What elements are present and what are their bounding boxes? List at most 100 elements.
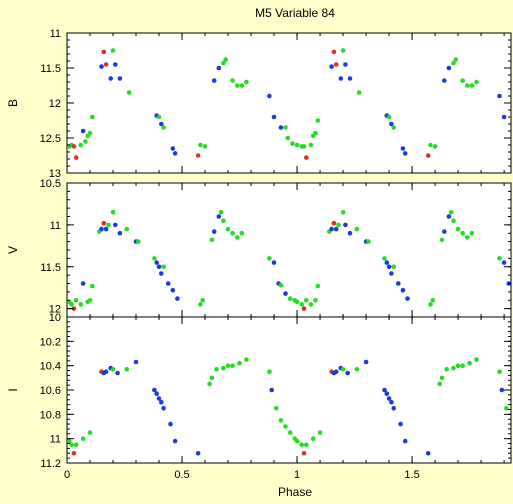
data-point <box>165 281 171 286</box>
data-point <box>154 391 159 397</box>
data-point <box>103 226 109 232</box>
panel-v: 10.5 11 11.5 12 V <box>6 178 512 318</box>
data-point <box>69 442 74 448</box>
y-tick-label: 11 <box>50 28 61 40</box>
data-point <box>110 210 116 215</box>
y-tick-label: 10.8 <box>40 409 61 421</box>
data-point <box>317 430 323 435</box>
y-tick-label: 11.5 <box>40 262 61 274</box>
data-point <box>124 367 130 372</box>
data-point <box>453 57 459 62</box>
data-point <box>216 65 222 71</box>
data-point <box>221 218 226 223</box>
data-point <box>333 62 339 67</box>
data-point <box>384 260 390 265</box>
data-point <box>230 230 235 236</box>
data-point <box>225 226 231 232</box>
data-point <box>73 155 79 160</box>
data-point <box>347 230 353 236</box>
data-point <box>389 121 394 127</box>
data-point <box>267 369 272 375</box>
panel-b: 11 11.5 12 12.5 13 B <box>6 28 512 180</box>
data-point <box>225 363 231 369</box>
data-point <box>389 271 394 276</box>
data-point <box>366 239 371 244</box>
y-tick-label: 10 <box>49 312 61 324</box>
data-point <box>354 226 360 232</box>
data-point <box>267 256 272 261</box>
data-point <box>69 302 74 307</box>
data-point <box>455 226 461 232</box>
data-point <box>103 369 109 375</box>
x-tick-label: 0 <box>64 469 70 481</box>
data-point <box>382 256 387 261</box>
data-point <box>290 141 295 146</box>
data-point <box>202 144 208 149</box>
data-point <box>159 271 164 276</box>
data-point <box>287 296 293 301</box>
data-point <box>474 79 479 85</box>
data-point <box>301 306 307 311</box>
y-tick-label: 12 <box>49 304 61 316</box>
data-point <box>400 287 406 293</box>
data-point <box>152 256 157 261</box>
data-point <box>391 125 397 130</box>
data-point <box>474 357 479 362</box>
data-point <box>207 381 212 387</box>
data-point <box>343 62 348 67</box>
data-point <box>315 283 321 289</box>
y-tick-label: 13 <box>49 168 61 180</box>
data-point <box>354 367 360 372</box>
data-point <box>455 363 461 369</box>
data-point <box>71 144 77 149</box>
data-point <box>269 387 275 393</box>
data-point <box>126 90 132 95</box>
data-point <box>497 256 502 261</box>
data-point <box>386 264 392 270</box>
data-point <box>172 151 178 156</box>
data-point <box>497 369 502 375</box>
data-point <box>101 220 107 226</box>
data-point <box>110 48 116 53</box>
data-point <box>402 438 408 444</box>
data-point <box>78 302 84 307</box>
data-point <box>211 78 217 83</box>
data-point <box>338 76 344 81</box>
data-point <box>315 118 321 123</box>
data-point <box>156 264 162 270</box>
data-point <box>499 387 505 393</box>
data-point <box>198 302 203 307</box>
data-point <box>237 360 242 366</box>
data-point <box>152 387 157 393</box>
y-tick-label: 10.2 <box>40 336 61 348</box>
data-point <box>283 291 288 296</box>
data-point <box>161 264 166 270</box>
data-point <box>214 367 219 372</box>
data-point <box>67 438 72 444</box>
data-point <box>405 296 410 301</box>
data-point <box>313 130 318 136</box>
data-point <box>442 229 447 234</box>
data-point <box>469 230 475 236</box>
data-point <box>331 49 337 55</box>
panel-i: 10 10.2 10.4 10.6 10.8 11 11.2 I <box>6 312 512 470</box>
data-point <box>83 139 88 144</box>
data-point <box>308 302 314 307</box>
data-point <box>448 210 454 215</box>
data-point <box>425 153 431 158</box>
data-point <box>239 83 245 88</box>
data-point <box>103 62 109 67</box>
data-point <box>285 135 291 141</box>
y-tick-label: 11.2 <box>40 458 61 470</box>
data-point <box>301 451 307 456</box>
data-point <box>106 222 111 228</box>
data-point <box>230 78 235 83</box>
data-point <box>439 237 445 243</box>
data-point <box>283 424 288 429</box>
plot-area <box>66 32 512 174</box>
data-point <box>501 114 507 120</box>
data-point <box>343 222 348 228</box>
data-point <box>294 438 300 444</box>
data-point <box>113 222 118 228</box>
